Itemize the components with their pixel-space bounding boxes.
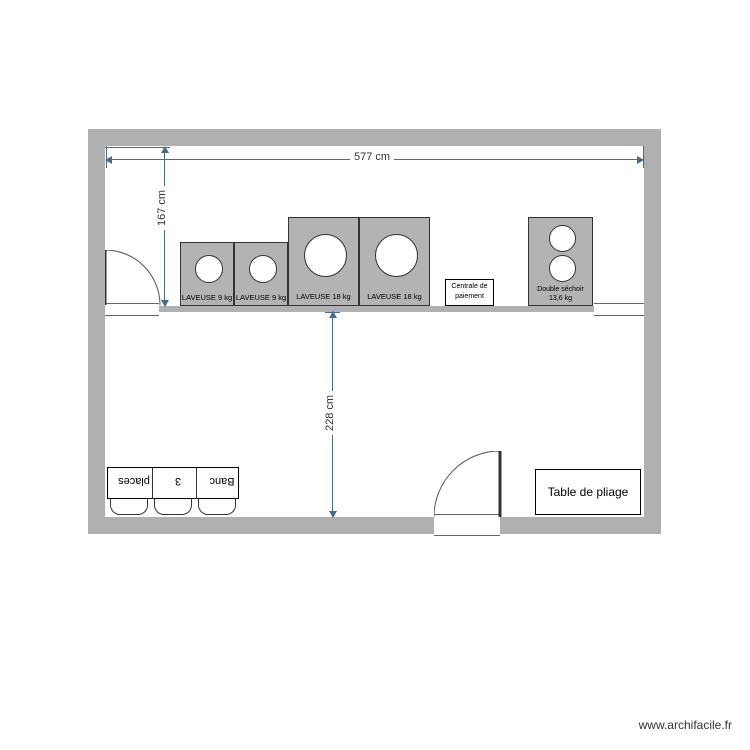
door-arc-upper (105, 250, 161, 306)
washer-door-icon (249, 255, 277, 283)
dryer-label-1: Double séchoir (529, 286, 592, 293)
bench-seat (110, 499, 148, 515)
washer-9kg-2: LAVEUSE 9 kg (234, 242, 288, 306)
dim-width-tick-l (106, 146, 107, 168)
dryer-double: Double séchoir 13,6 kg (528, 217, 593, 306)
washer-door-icon (195, 255, 223, 283)
wall-top (88, 129, 661, 146)
washer-label: LAVEUSE 9 kg (181, 293, 233, 302)
washer-label: LAVEUSE 9 kg (235, 293, 287, 302)
bench-seat (198, 499, 236, 515)
dim-h2-label: 228 cm (324, 391, 336, 435)
payment-label-2: paiement (446, 293, 493, 300)
washer-label: LAVEUSE 18 kg (360, 292, 429, 301)
wall-partition (105, 306, 644, 312)
bench-word-1: Banc (200, 475, 244, 487)
dryer-door-icon (549, 225, 576, 252)
dim-h2-tick-t (325, 312, 340, 313)
dim-width-tick-r (643, 146, 644, 168)
wall-left (88, 129, 105, 534)
floor-plan: 577 cm 167 cm 228 cm LAVEUSE 9 kg LAVEUS… (88, 129, 661, 534)
washer-18kg-1: LAVEUSE 18 kg (288, 217, 359, 306)
dim-h1-tick-t (105, 147, 170, 148)
dryer-label-2: 13,6 kg (529, 295, 592, 302)
wall-right (644, 129, 661, 534)
bench-word-2: 3 (158, 475, 198, 487)
payment-label-1: Centrale de (446, 283, 493, 290)
washer-label: LAVEUSE 18 kg (289, 292, 358, 301)
door-opening-mid (594, 303, 644, 316)
payment-station: Centrale de paiement (445, 279, 494, 306)
dryer-door-icon (549, 255, 576, 282)
washer-18kg-2: LAVEUSE 18 kg (359, 217, 430, 306)
dim-h1-label: 167 cm (156, 186, 168, 230)
bench: Banc 3 places (107, 467, 239, 499)
washer-9kg-1: LAVEUSE 9 kg (180, 242, 234, 306)
bench-word-3: places (110, 475, 158, 487)
folding-table: Table de pliage (535, 469, 641, 515)
footer-link[interactable]: www.archifacile.fr (639, 718, 732, 732)
washer-door-icon (304, 234, 347, 277)
wall-bottom (88, 517, 661, 534)
table-label: Table de pliage (548, 485, 629, 499)
dim-width-label: 577 cm (350, 151, 394, 163)
door-arc-bottom (434, 451, 502, 519)
washer-door-icon (375, 234, 418, 277)
bench-seat (154, 499, 192, 515)
